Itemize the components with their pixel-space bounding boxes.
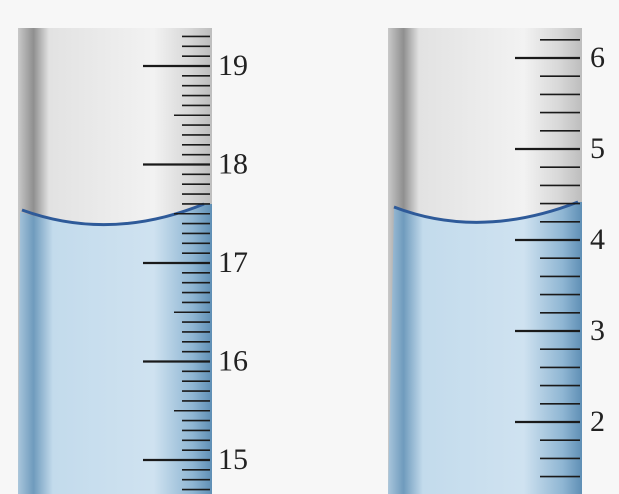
liquid <box>388 202 582 494</box>
meniscus <box>393 200 579 224</box>
scale-label: 4 <box>590 223 605 256</box>
scale-label: 6 <box>590 41 605 74</box>
meniscus <box>21 202 205 227</box>
scale-label: 18 <box>218 147 248 180</box>
scale-label: 17 <box>218 246 248 279</box>
scale-label: 2 <box>590 405 605 438</box>
scale-label: 5 <box>590 132 605 165</box>
scale-label: 3 <box>590 314 605 347</box>
scale-label: 16 <box>218 344 248 377</box>
scale-ticks <box>143 35 580 491</box>
scale-label: 15 <box>218 443 248 476</box>
liquid <box>18 204 212 494</box>
scale-label: 19 <box>218 49 248 82</box>
